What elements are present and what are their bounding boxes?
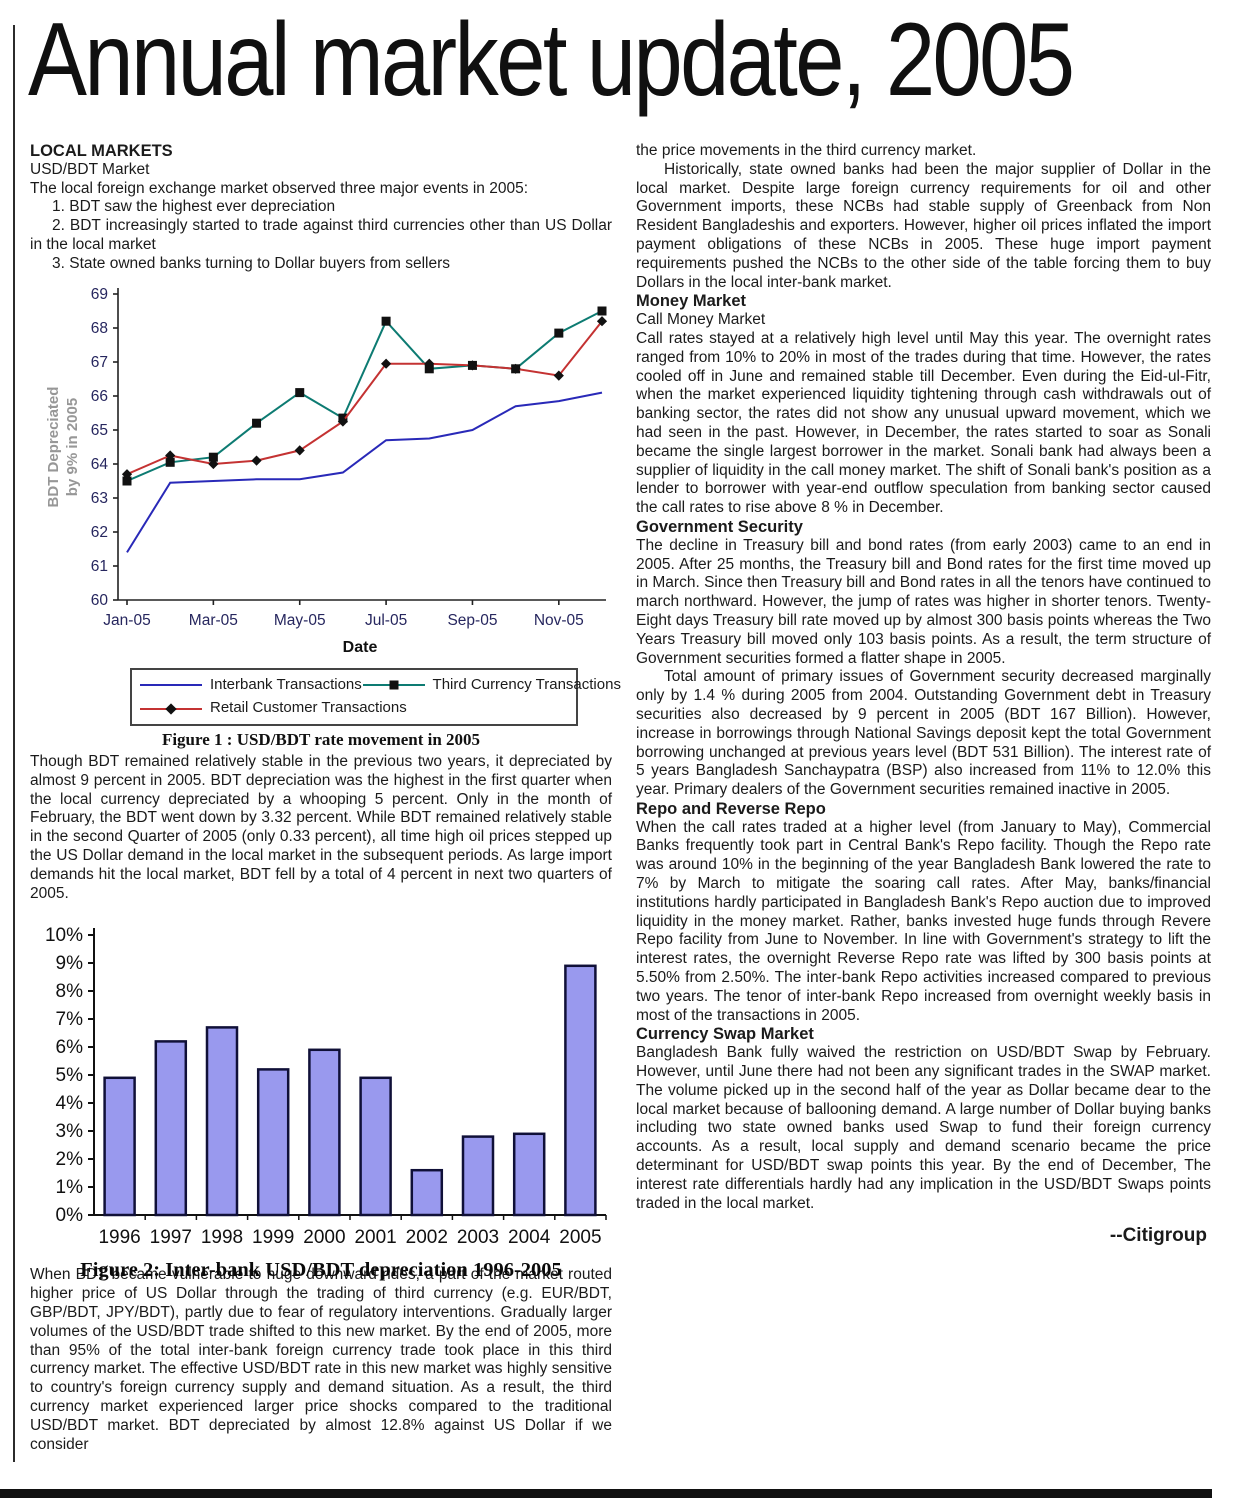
heading-government-security: Government Security [636, 517, 803, 536]
paragraph-treasury: The decline in Treasury bill and bond ra… [636, 536, 1211, 667]
svg-text:by 9% in 2005: by 9% in 2005 [64, 397, 81, 495]
legend-line-sample-interbank [140, 683, 202, 686]
svg-text:4%: 4% [56, 1093, 84, 1114]
legend-item-interbank: Interbank Transactions [140, 676, 363, 695]
svg-text:2000: 2000 [303, 1227, 345, 1248]
figure-2-caption-overlap-block: Figure 2: Inter-bank USD/BDT depreciatio… [30, 1260, 612, 1454]
page-title: Annual market update, 2005 [28, 2, 1075, 118]
paragraph-primary-issues: Total amount of primary issues of Govern… [636, 668, 1211, 799]
svg-text:65: 65 [91, 422, 108, 439]
svg-text:1997: 1997 [150, 1227, 192, 1248]
svg-text:8%: 8% [56, 981, 84, 1002]
svg-text:10%: 10% [45, 925, 83, 946]
legend-line-sample-third-currency [362, 680, 425, 690]
diamond-marker-icon [165, 703, 177, 715]
svg-text:1996: 1996 [98, 1227, 140, 1248]
svg-text:69: 69 [91, 286, 108, 303]
svg-text:0%: 0% [56, 1205, 84, 1226]
heading-currency-swap: Currency Swap Market [636, 1025, 814, 1044]
heading-money-market: Money Market [636, 292, 747, 311]
svg-text:2005: 2005 [559, 1227, 601, 1248]
paragraph-swap: Bangladesh Bank fully waived the restric… [636, 1044, 1211, 1212]
svg-text:60: 60 [91, 592, 109, 609]
svg-text:Jul-05: Jul-05 [365, 612, 407, 629]
svg-text:Nov-05: Nov-05 [534, 612, 584, 629]
legend-label: Interbank Transactions [210, 675, 362, 693]
paragraph-continuation: the price movements in the third currenc… [636, 142, 977, 159]
paragraph-historically: Historically, state owned banks had been… [636, 160, 1211, 291]
square-marker-icon [389, 680, 399, 690]
figure-1-line-chart: 60 61 62 63 64 65 66 67 68 69 Jan-05 Mar-05 May-05 Ju… [30, 280, 621, 750]
figure-2-bar-chart: 0% 1% 2% 3% 4% 5% 6% 7% 8% 9% 10% 1996 1997 1998 1999 2… [30, 919, 612, 1252]
right-column: the price movements in the third currenc… [636, 142, 1211, 1454]
svg-text:7%: 7% [56, 1009, 84, 1030]
usdbdt-rate-line-chart: 60 61 62 63 64 65 66 67 68 69 Jan-05 Mar-05 May-05 Ju… [45, 286, 608, 656]
svg-text:61: 61 [91, 558, 108, 575]
intro-line: The local foreign exchange market observ… [30, 179, 529, 197]
figure-1-caption: Figure 1 : USD/BDT rate movement in 2005 [161, 730, 481, 750]
svg-text:66: 66 [91, 388, 108, 405]
svg-text:1998: 1998 [201, 1227, 243, 1248]
legend-item-retail: Retail Customer Transactions [140, 699, 407, 718]
list-item-1: 1. BDT saw the highest ever depreciation [52, 198, 336, 216]
svg-text:67: 67 [91, 354, 108, 371]
chart-legend: Interbank Transactions Third Currency Tr… [130, 667, 621, 727]
svg-text:2003: 2003 [457, 1227, 499, 1248]
bottom-rule [0, 1489, 1212, 1498]
svg-text:2002: 2002 [406, 1227, 448, 1248]
legend-item-third-currency: Third Currency Transactions [362, 676, 621, 695]
legend-label: Third Currency Transactions [432, 675, 621, 693]
svg-text:64: 64 [91, 456, 109, 473]
svg-text:Sep-05: Sep-05 [447, 612, 497, 629]
svg-text:BDT Depreciated: BDT Depreciated [45, 386, 62, 507]
svg-text:Jan-05: Jan-05 [103, 612, 150, 629]
left-column: LOCAL MARKETS USD/BDT Market The local f… [30, 142, 621, 1454]
svg-text:1%: 1% [56, 1177, 84, 1198]
svg-text:68: 68 [91, 320, 108, 337]
svg-text:3%: 3% [56, 1121, 84, 1142]
legend-line-sample-retail [140, 703, 202, 715]
svg-text:62: 62 [91, 524, 108, 541]
svg-text:2004: 2004 [508, 1227, 551, 1248]
left-margin-rule [13, 25, 15, 1462]
svg-text:May-05: May-05 [274, 612, 326, 629]
svg-text:2001: 2001 [354, 1227, 396, 1248]
svg-text:9%: 9% [56, 953, 84, 974]
svg-text:6%: 6% [56, 1037, 84, 1058]
subheading-call-money-market: Call Money Market [636, 311, 766, 329]
paragraph-repo: When the call rates traded at a higher l… [636, 818, 1211, 1024]
svg-text:Mar-05: Mar-05 [189, 612, 238, 629]
section-heading-local-markets: LOCAL MARKETS [30, 142, 173, 160]
legend-label: Retail Customer Transactions [210, 699, 407, 717]
svg-text:5%: 5% [56, 1065, 84, 1086]
heading-repo: Repo and Reverse Repo [636, 799, 826, 818]
list-item-3: 3. State owned banks turning to Dollar b… [52, 254, 451, 272]
paragraph-bdt-depreciation: Though BDT remained relatively stable in… [30, 752, 612, 902]
list-item-2: 2. BDT increasingly started to trade aga… [30, 217, 612, 253]
byline-citigroup: --Citigroup [1109, 1225, 1207, 1247]
subheading-usdbdt-market: USD/BDT Market [30, 160, 150, 178]
paragraph-third-currency: When BDT became vulnerable to huge downw… [30, 1266, 612, 1453]
svg-text:Date: Date [343, 639, 378, 656]
figure-2-caption: Figure 2: Inter-bank USD/BDT depreciatio… [80, 1259, 562, 1282]
two-column-layout: LOCAL MARKETS USD/BDT Market The local f… [30, 142, 1211, 1454]
paragraph-call-rates: Call rates stayed at a relatively high l… [636, 329, 1211, 517]
svg-text:2%: 2% [56, 1149, 84, 1170]
svg-text:1999: 1999 [252, 1227, 294, 1248]
depreciation-bar-chart: 0% 1% 2% 3% 4% 5% 6% 7% 8% 9% 10% 1996 1997 1998 1999 2… [45, 925, 607, 1248]
svg-text:63: 63 [91, 490, 108, 507]
